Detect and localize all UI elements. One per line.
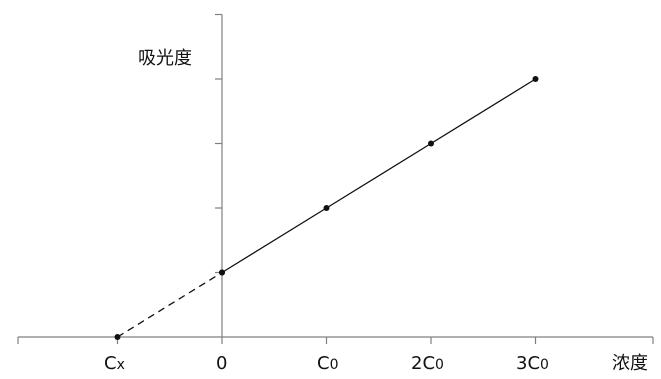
series-0-point-1 (323, 205, 330, 211)
series-0-point-2 (428, 140, 434, 147)
series-1-line (117, 271, 223, 338)
series-0-point-3 (532, 76, 539, 82)
x-tick-label-zero: 0 (216, 353, 228, 374)
series-lines (117, 78, 536, 338)
axes (17, 13, 654, 344)
series-0-line (221, 78, 536, 274)
x-tick-label-3c0: 3C0 (516, 353, 549, 374)
y-axis-label: 吸光度 (138, 48, 192, 69)
series-1-point-1 (219, 269, 225, 276)
series-1-point-0 (114, 334, 121, 340)
x-axis-label: 浓度 (612, 353, 648, 374)
data-points (114, 76, 539, 340)
x-tick-label-2c0: 2C0 (411, 353, 444, 374)
x-tick-label-cx: Cx (104, 353, 125, 374)
x-tick-label-c0: C0 (317, 353, 339, 374)
